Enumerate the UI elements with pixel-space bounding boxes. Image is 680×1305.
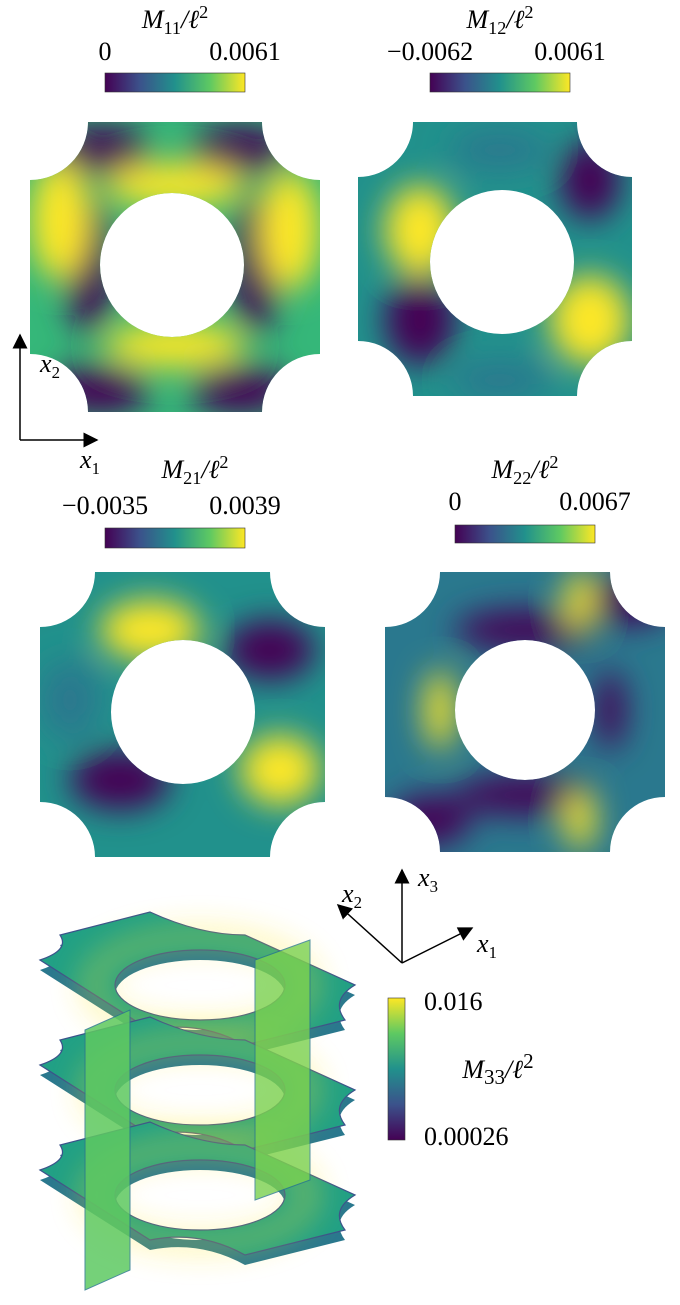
field-plot bbox=[40, 572, 325, 857]
field-blob bbox=[240, 735, 320, 805]
field-blob bbox=[455, 775, 595, 815]
superscript: 2 bbox=[199, 2, 208, 22]
subscript: 2 bbox=[52, 363, 60, 382]
symbol: x bbox=[39, 349, 52, 378]
symbol: x bbox=[476, 929, 489, 958]
subscript: 1 bbox=[489, 943, 497, 962]
subscript: 3 bbox=[430, 877, 438, 896]
plate bbox=[84, 1009, 131, 1291]
field-blob bbox=[385, 185, 455, 275]
field-plot bbox=[385, 572, 665, 852]
colorbar-min-label: 0 bbox=[99, 37, 112, 66]
superscript: 2 bbox=[523, 1049, 534, 1073]
colorbar bbox=[104, 527, 246, 549]
colorbar-max-label: 0.0039 bbox=[209, 491, 281, 520]
symbol: M bbox=[465, 5, 489, 34]
colorbar-max-label: 0.0061 bbox=[534, 37, 606, 66]
field-blob bbox=[550, 275, 630, 365]
field-plot bbox=[358, 122, 632, 396]
subscript: 12 bbox=[488, 18, 506, 38]
colorbar-max-label: 0.0061 bbox=[209, 37, 281, 66]
field-blob bbox=[190, 365, 290, 412]
axis-arrows bbox=[12, 333, 474, 964]
math-label: M22/ℓ2 bbox=[490, 452, 558, 488]
slash: /ℓ bbox=[503, 1055, 523, 1084]
colorbar bbox=[387, 997, 406, 1141]
field-blob bbox=[590, 575, 665, 625]
field-blob bbox=[40, 660, 100, 740]
slash: /ℓ bbox=[529, 455, 549, 484]
field-blob bbox=[450, 130, 550, 170]
field-blob bbox=[50, 365, 150, 412]
math-label: x1 bbox=[79, 445, 100, 478]
field-blob bbox=[565, 572, 595, 630]
field-blob bbox=[70, 750, 170, 810]
arrow bbox=[401, 927, 474, 964]
subscript: 2 bbox=[354, 893, 362, 912]
symbol: x bbox=[79, 445, 92, 474]
field-blob bbox=[425, 670, 455, 750]
colorbar-min-label: 0.00026 bbox=[424, 1122, 509, 1151]
subscript: 22 bbox=[513, 468, 531, 488]
subscript: 1 bbox=[92, 459, 100, 478]
field-blob bbox=[30, 160, 90, 280]
symbol: M bbox=[461, 1055, 485, 1084]
subscript: 33 bbox=[484, 1065, 505, 1089]
field-blob bbox=[260, 170, 320, 290]
field-blob bbox=[100, 600, 200, 660]
subscript: 11 bbox=[164, 18, 182, 38]
slash: /ℓ bbox=[179, 5, 199, 34]
colorbar bbox=[454, 524, 596, 544]
math-label: M11/ℓ2 bbox=[141, 2, 208, 38]
math-label: M21/ℓ2 bbox=[160, 452, 228, 488]
math-label: x2 bbox=[39, 349, 60, 382]
math-label: M33/ℓ2 bbox=[461, 1049, 533, 1089]
field-blob bbox=[565, 790, 595, 850]
arrow bbox=[336, 903, 403, 964]
field-blob bbox=[390, 795, 470, 845]
superscript: 2 bbox=[524, 2, 533, 22]
field-blob bbox=[225, 620, 315, 680]
colorbar-min-label: 0 bbox=[449, 487, 462, 516]
field-blob bbox=[105, 163, 245, 207]
field-blob bbox=[385, 275, 455, 365]
colorbar-max-label: 0.0067 bbox=[559, 487, 631, 516]
slash: /ℓ bbox=[504, 5, 524, 34]
symbol: x bbox=[341, 879, 354, 908]
field-blobs bbox=[385, 130, 630, 396]
superscript: 2 bbox=[549, 452, 558, 472]
symbol: M bbox=[160, 455, 184, 484]
field-blob bbox=[105, 323, 245, 367]
field-blob bbox=[450, 360, 550, 396]
field-blob bbox=[455, 610, 595, 650]
field-3d bbox=[38, 911, 357, 1291]
math-label: x1 bbox=[476, 929, 497, 962]
field-blob bbox=[595, 670, 625, 750]
superscript: 2 bbox=[219, 452, 228, 472]
field-blob bbox=[560, 140, 620, 220]
math-label: x2 bbox=[341, 879, 362, 912]
colorbar-min-label: −0.0062 bbox=[387, 37, 473, 66]
plate bbox=[254, 939, 311, 1201]
colorbar-min-label: −0.0035 bbox=[62, 491, 148, 520]
subscript: 21 bbox=[183, 468, 201, 488]
symbol: x bbox=[417, 863, 430, 892]
colorbar bbox=[104, 72, 246, 93]
math-label: M12/ℓ2 bbox=[465, 2, 533, 38]
field-plot bbox=[30, 122, 320, 412]
symbol: M bbox=[490, 455, 514, 484]
colorbar bbox=[429, 72, 571, 93]
colorbar-max-label: 0.016 bbox=[424, 987, 483, 1016]
math-label: x3 bbox=[417, 863, 438, 896]
symbol: M bbox=[141, 5, 165, 34]
slash: /ℓ bbox=[199, 455, 219, 484]
